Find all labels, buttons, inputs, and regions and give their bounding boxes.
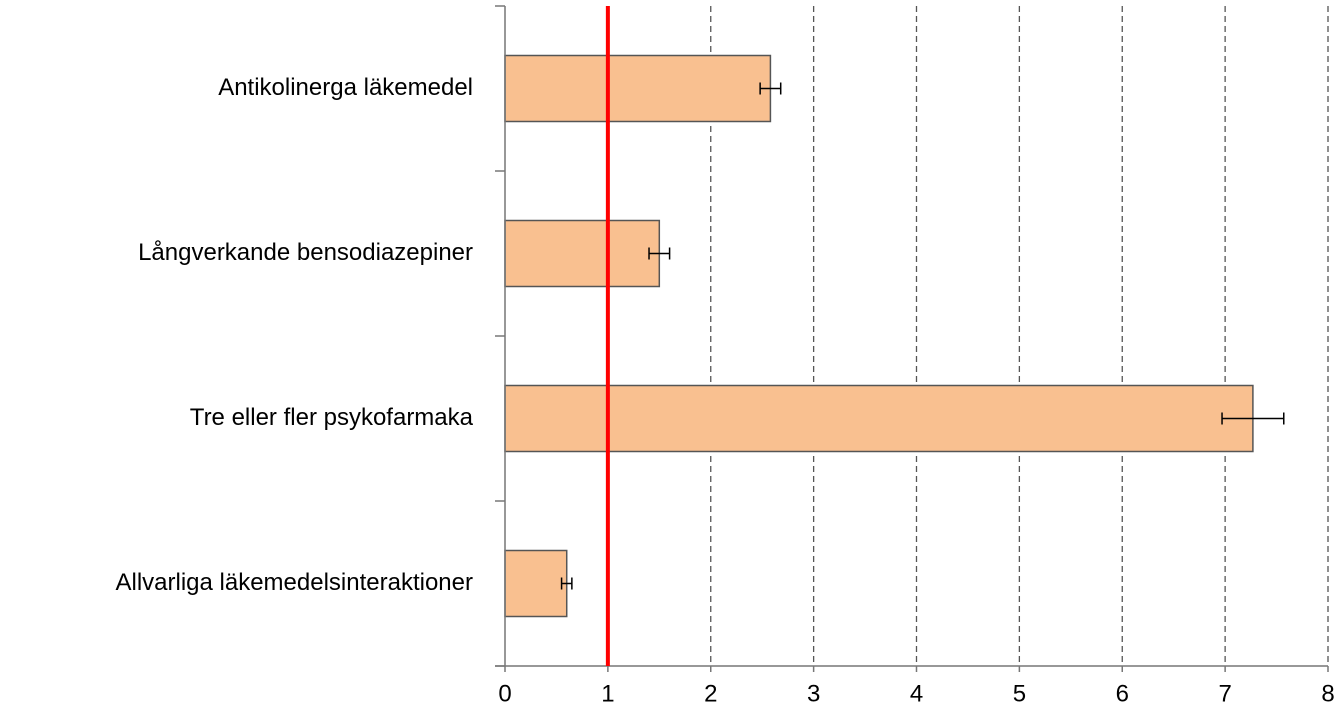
x-tick-label: 5 [1013,680,1026,707]
x-tick-label: 7 [1218,680,1231,707]
bar [504,549,568,618]
error-bar [1221,412,1285,425]
y-tick-label: Tre eller fler psykofarmaka [190,404,474,431]
error-bar [560,577,573,590]
x-tick-label: 6 [1116,680,1129,707]
error-bar [759,82,782,95]
y-tick-label: Långverkande bensodiazepiner [138,239,473,266]
x-tick-label: 0 [498,680,511,707]
x-tick-label: 8 [1321,680,1334,707]
x-tick-label: 4 [910,680,923,707]
y-tick-label: Antikolinerga läkemedel [218,74,473,101]
bar [504,219,661,288]
bar [504,384,1254,453]
error-bar [648,247,671,260]
x-tick-label: 3 [807,680,820,707]
x-tick-label: 1 [601,680,614,707]
y-tick-label: Allvarliga läkemedelsinteraktioner [115,569,473,596]
bar [504,54,772,123]
x-tick-label: 2 [704,680,717,707]
